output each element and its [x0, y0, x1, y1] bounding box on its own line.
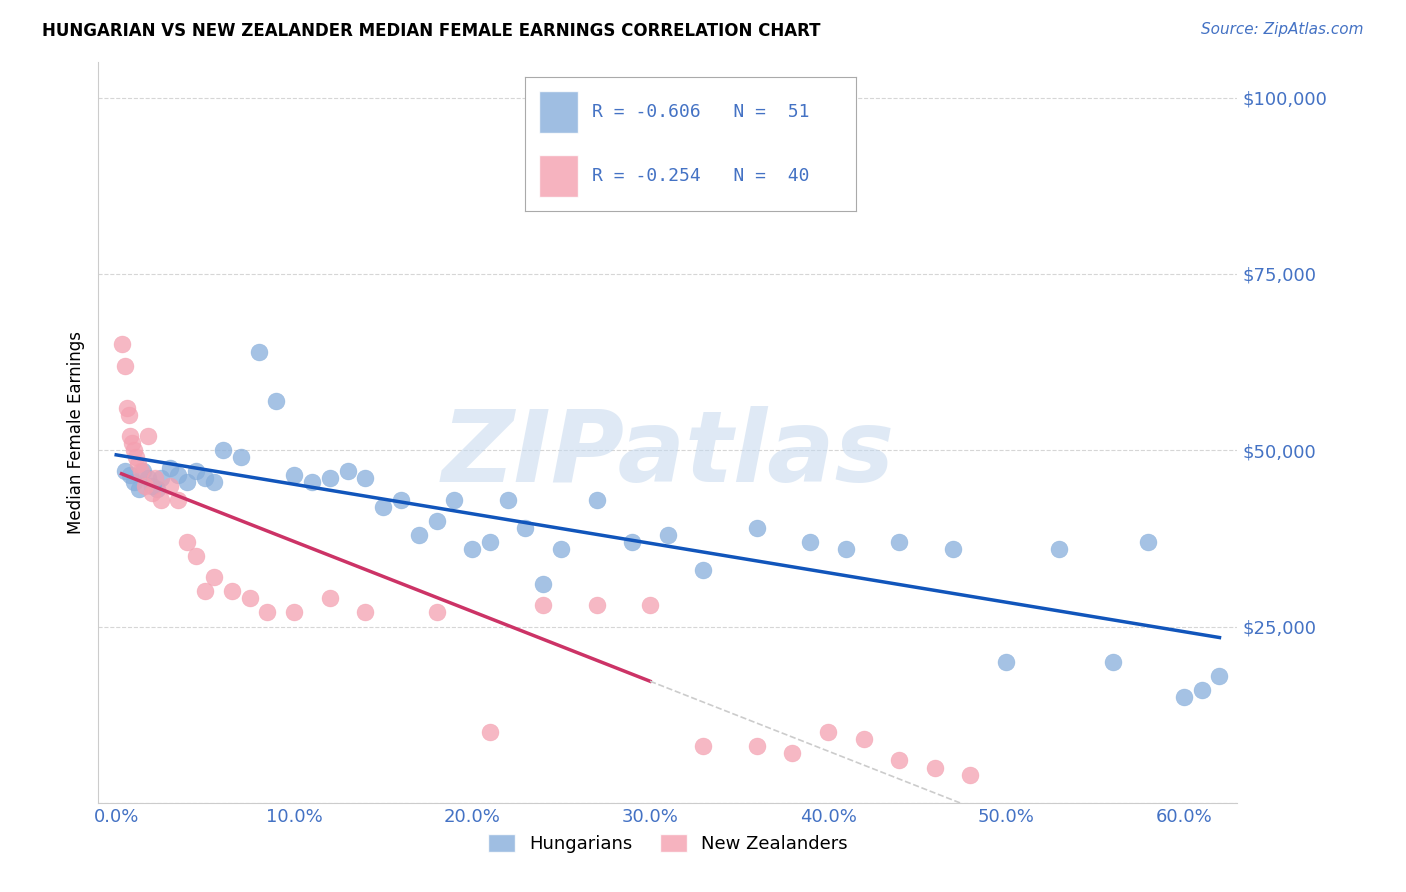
Point — [319, 471, 342, 485]
Point — [408, 528, 430, 542]
Point — [354, 606, 377, 620]
Point — [638, 599, 661, 613]
Y-axis label: Median Female Earnings: Median Female Earnings — [66, 331, 84, 534]
Point — [550, 541, 572, 556]
Point — [202, 570, 225, 584]
Point — [167, 492, 190, 507]
Point — [239, 591, 262, 606]
Point — [621, 535, 644, 549]
Point — [114, 464, 136, 478]
Point — [745, 521, 768, 535]
Point — [443, 492, 465, 507]
Point — [141, 478, 163, 492]
Point — [425, 606, 447, 620]
Point — [149, 471, 172, 485]
Point — [145, 471, 167, 485]
Point — [1047, 541, 1070, 556]
Point — [122, 443, 145, 458]
Point — [134, 478, 156, 492]
Point — [229, 450, 252, 465]
Point — [889, 535, 911, 549]
Point — [531, 577, 554, 591]
Text: Source: ZipAtlas.com: Source: ZipAtlas.com — [1201, 22, 1364, 37]
Text: HUNGARIAN VS NEW ZEALANDER MEDIAN FEMALE EARNINGS CORRELATION CHART: HUNGARIAN VS NEW ZEALANDER MEDIAN FEMALE… — [42, 22, 821, 40]
Point — [371, 500, 394, 514]
Point — [136, 429, 159, 443]
Point — [657, 528, 679, 542]
Point — [389, 492, 412, 507]
Point — [167, 467, 190, 482]
Point — [942, 541, 965, 556]
Point — [799, 535, 821, 549]
Point — [531, 599, 554, 613]
Point — [159, 478, 181, 492]
Point — [461, 541, 484, 556]
Point — [176, 475, 198, 489]
Point — [132, 464, 155, 478]
Point — [1208, 669, 1230, 683]
Point — [301, 475, 323, 489]
Point — [120, 467, 142, 482]
Point — [585, 599, 607, 613]
Point — [266, 393, 288, 408]
Point — [835, 541, 858, 556]
Point — [496, 492, 519, 507]
Point — [959, 767, 981, 781]
Point — [146, 482, 169, 496]
Point — [129, 464, 152, 478]
Point — [692, 563, 714, 577]
Point — [319, 591, 342, 606]
Point — [122, 475, 145, 489]
Point — [256, 606, 278, 620]
Point — [1173, 690, 1195, 704]
Point — [354, 471, 377, 485]
Point — [994, 655, 1017, 669]
Point — [110, 337, 132, 351]
Point — [889, 754, 911, 768]
Point — [478, 725, 501, 739]
Point — [1191, 683, 1213, 698]
Point — [585, 492, 607, 507]
Point — [202, 475, 225, 489]
Point — [515, 521, 537, 535]
Point — [125, 450, 148, 465]
Point — [186, 464, 208, 478]
Point — [1137, 535, 1160, 549]
Point — [782, 747, 804, 761]
Point — [176, 535, 198, 549]
Point — [478, 535, 501, 549]
Point — [283, 606, 305, 620]
Point — [115, 401, 138, 415]
Point — [212, 443, 235, 458]
Legend: Hungarians, New Zealanders: Hungarians, New Zealanders — [481, 827, 855, 861]
Point — [924, 760, 946, 774]
Point — [127, 458, 149, 472]
Text: ZIPatlas: ZIPatlas — [441, 407, 894, 503]
Point — [194, 584, 217, 599]
Point — [114, 359, 136, 373]
Point — [141, 485, 163, 500]
Point — [159, 461, 181, 475]
Point — [221, 584, 243, 599]
Point — [186, 549, 208, 563]
Point — [425, 514, 447, 528]
Point — [149, 492, 172, 507]
Point — [128, 482, 150, 496]
Point — [283, 467, 305, 482]
Point — [136, 471, 159, 485]
Point — [118, 408, 141, 422]
Point — [120, 429, 142, 443]
Point — [336, 464, 359, 478]
Point — [247, 344, 270, 359]
Point — [852, 732, 875, 747]
Point — [121, 436, 143, 450]
Point — [817, 725, 839, 739]
Point — [194, 471, 217, 485]
Point — [692, 739, 714, 754]
Point — [745, 739, 768, 754]
Point — [1101, 655, 1123, 669]
